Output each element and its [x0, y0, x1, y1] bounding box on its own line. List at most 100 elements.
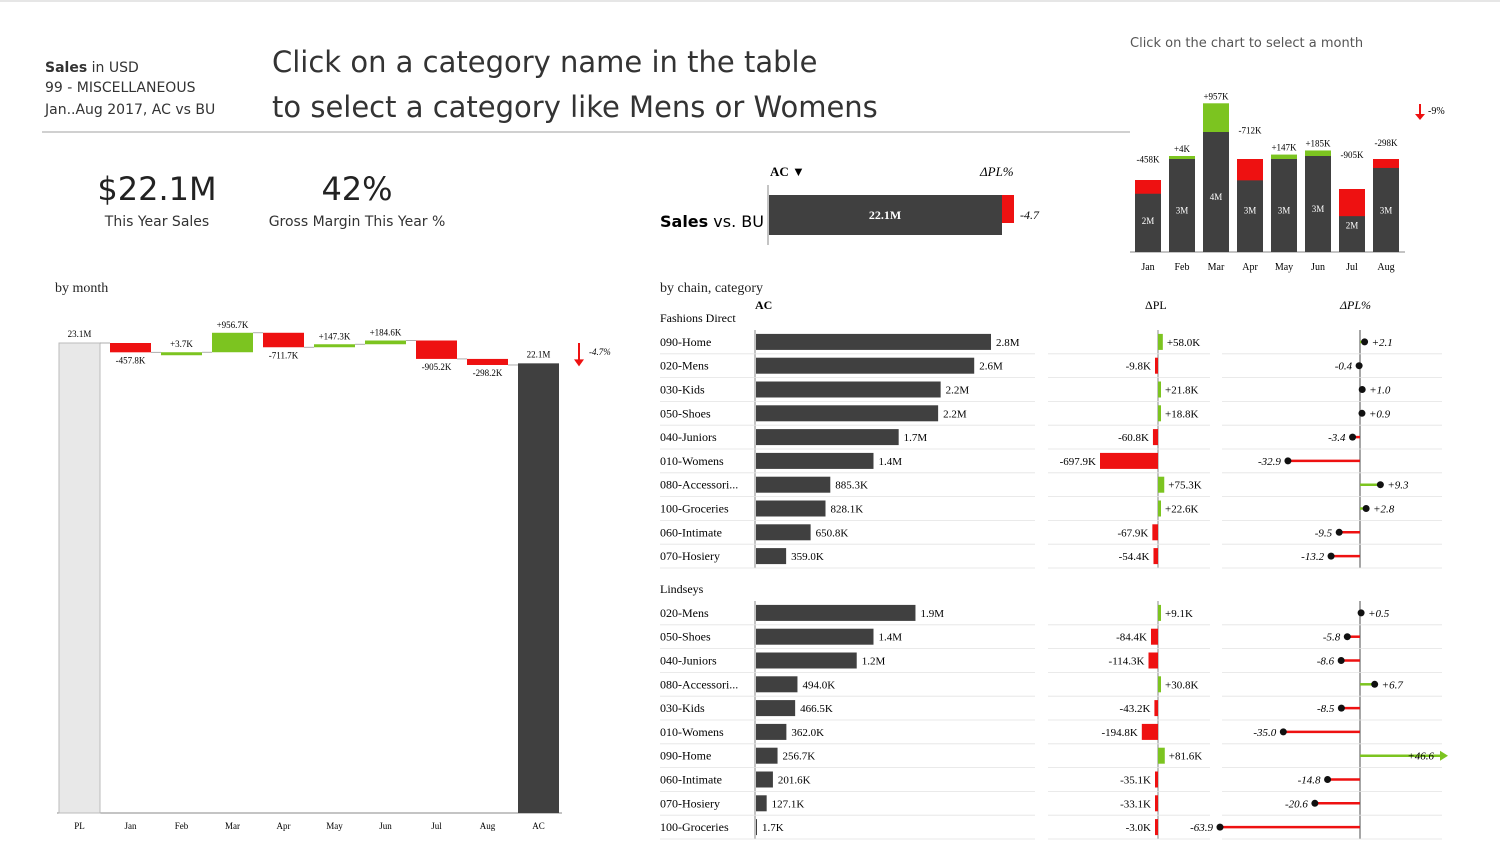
waterfall-value-label: -298.2K — [473, 368, 503, 378]
group-label-1: Lindseys — [660, 582, 704, 596]
dplp-pin-head — [1311, 799, 1319, 807]
ac-bar — [756, 604, 916, 621]
category-name[interactable]: 070-Hosiery — [660, 796, 720, 810]
dpl-value-label: +30.8K — [1165, 679, 1198, 691]
dplp-value-label: -0.4 — [1335, 361, 1353, 373]
monthly-chart[interactable]: 2M -458K Jan 3M +4K Feb 4M +957K Mar 3M -712K Apr 3M… — [1125, 70, 1465, 280]
kpi-label: This Year Sales — [104, 214, 210, 230]
category-name[interactable]: 100-Groceries — [660, 502, 729, 516]
ac-value-label: 256.7K — [783, 751, 816, 763]
category-name[interactable]: 010-Womens — [660, 725, 724, 739]
dplp-value-label: -9.5 — [1315, 527, 1333, 539]
category-name[interactable]: 010-Womens — [660, 454, 724, 468]
monthly-bar-mar — [1203, 132, 1229, 252]
ac-value-label: 1.4M — [879, 632, 903, 644]
category-name[interactable]: 050-Shoes — [660, 406, 711, 420]
waterfall-tick-label: May — [326, 821, 343, 831]
monthly-bar-jun — [1305, 156, 1331, 252]
ac-bar — [756, 381, 941, 398]
category-name[interactable]: 020-Mens — [660, 606, 709, 620]
monthly-delta-bar-aug — [1373, 159, 1399, 168]
monthly-delta-bar-feb — [1169, 156, 1195, 159]
waterfall-tick-label: Apr — [277, 821, 291, 831]
waterfall-chart[interactable]: 23.1M PL -457.8K Jan +3.7K Feb +956.7K Mar -711.… — [40, 310, 640, 840]
category-name[interactable]: 050-Shoes — [660, 630, 711, 644]
category-name[interactable]: 100-Groceries — [660, 820, 729, 834]
waterfall-value-label: +184.6K — [370, 328, 402, 338]
ac-bar — [756, 476, 831, 493]
waterfall-value-label: 22.1M — [527, 349, 551, 359]
dpl-value-label: -84.4K — [1116, 632, 1147, 644]
waterfall-tick-label: Jun — [379, 821, 392, 831]
ac-bar — [756, 795, 767, 812]
category-name[interactable]: 080-Accessori... — [660, 677, 738, 691]
ac-value-label: 885.3K — [835, 480, 868, 492]
ac-value-label: 1.2M — [862, 656, 886, 668]
category-name[interactable]: 040-Juniors — [660, 654, 717, 668]
monthly-delta-label: -298K — [1375, 138, 1398, 148]
category-name[interactable]: 020-Mens — [660, 359, 709, 373]
sales-vs-bu-chart[interactable]: AC ▼ ΔPL% Sales vs. BU 22.1M -4.7 — [650, 155, 1070, 255]
dpl-bar — [1158, 405, 1161, 422]
header-divider — [42, 131, 1130, 133]
dplp-value-label: -8.6 — [1317, 656, 1335, 668]
category-name[interactable]: 060-Intimate — [660, 773, 722, 787]
dpl-bar — [1158, 676, 1161, 693]
ac-bar — [756, 700, 796, 717]
monthly-delta-bar-jan — [1135, 180, 1161, 194]
category-name[interactable]: 060-Intimate — [660, 525, 722, 539]
ac-value-label: 201.6K — [778, 775, 811, 787]
monthly-delta-bar-jul — [1339, 189, 1365, 217]
ac-bar — [756, 500, 826, 517]
waterfall-bar-aug — [467, 358, 508, 365]
category-name[interactable]: 030-Kids — [660, 383, 705, 397]
waterfall-bar-may — [314, 344, 355, 348]
dpl-bar — [1158, 500, 1161, 517]
kpi-this-year-sales: $22.1M This Year Sales — [72, 170, 242, 230]
ac-bar — [756, 676, 798, 693]
dplp-pin-head — [1376, 481, 1384, 489]
dplp-value-label: +9.3 — [1387, 480, 1409, 492]
dpl-bar — [1153, 548, 1158, 565]
category-table[interactable]: AC ΔPL ΔPL% Fashions Direct 090-Home 2.8M +58.… — [650, 295, 1470, 845]
report-title: Sales in USD — [45, 60, 139, 76]
category-name[interactable]: 080-Accessori... — [660, 478, 738, 492]
monthly-delta-bar-apr — [1237, 159, 1263, 181]
category-name[interactable]: 040-Juniors — [660, 430, 717, 444]
dplp-pin-head — [1355, 362, 1363, 370]
dpl-value-label: +75.3K — [1168, 480, 1201, 492]
waterfall-bar-feb — [161, 352, 202, 356]
monthly-bar-label: 3M — [1176, 206, 1189, 216]
waterfall-bar-jul — [416, 340, 457, 359]
dpl-value-label: -43.2K — [1120, 703, 1151, 715]
dplp-value-label: -32.9 — [1258, 456, 1281, 468]
waterfall-tick-label: Feb — [175, 821, 189, 831]
monthly-delta-label: +957K — [1203, 91, 1229, 101]
category-name[interactable]: 090-Home — [660, 749, 711, 763]
kpi-label: Gross Margin This Year % — [268, 214, 446, 230]
category-name[interactable]: 090-Home — [660, 335, 711, 349]
waterfall-tick-label: Jan — [125, 821, 137, 831]
dpl-value-label: +58.0K — [1167, 337, 1200, 349]
monthly-delta-label: +147K — [1271, 143, 1297, 153]
ac-value-label: 1.4M — [879, 456, 903, 468]
ac-bar — [756, 771, 773, 788]
waterfall-bar-apr — [263, 332, 304, 348]
waterfall-total-delta: -4.7% — [589, 347, 611, 357]
dplp-value-label: +6.7 — [1382, 679, 1404, 691]
dpl-bar — [1155, 771, 1158, 788]
report-period: Jan..Aug 2017, AC vs BU — [45, 102, 216, 118]
dpl-bar — [1158, 381, 1161, 398]
dplp-value-label: -13.2 — [1301, 551, 1324, 563]
dpl-value-label: +18.8K — [1165, 408, 1198, 420]
category-name[interactable]: 070-Hosiery — [660, 549, 720, 563]
dplp-pin-head — [1216, 823, 1224, 831]
ac-value-label: 2.2M — [946, 385, 970, 397]
dpl-bar — [1158, 476, 1165, 493]
monthly-total-delta: -9% — [1428, 106, 1445, 117]
dplp-pin-head — [1358, 386, 1366, 393]
category-name[interactable]: 030-Kids — [660, 701, 705, 715]
monthly-tick-label: Apr — [1242, 262, 1258, 273]
monthly-bar-label: 2M — [1346, 221, 1359, 231]
dplp-value-label: -3.4 — [1328, 432, 1346, 444]
